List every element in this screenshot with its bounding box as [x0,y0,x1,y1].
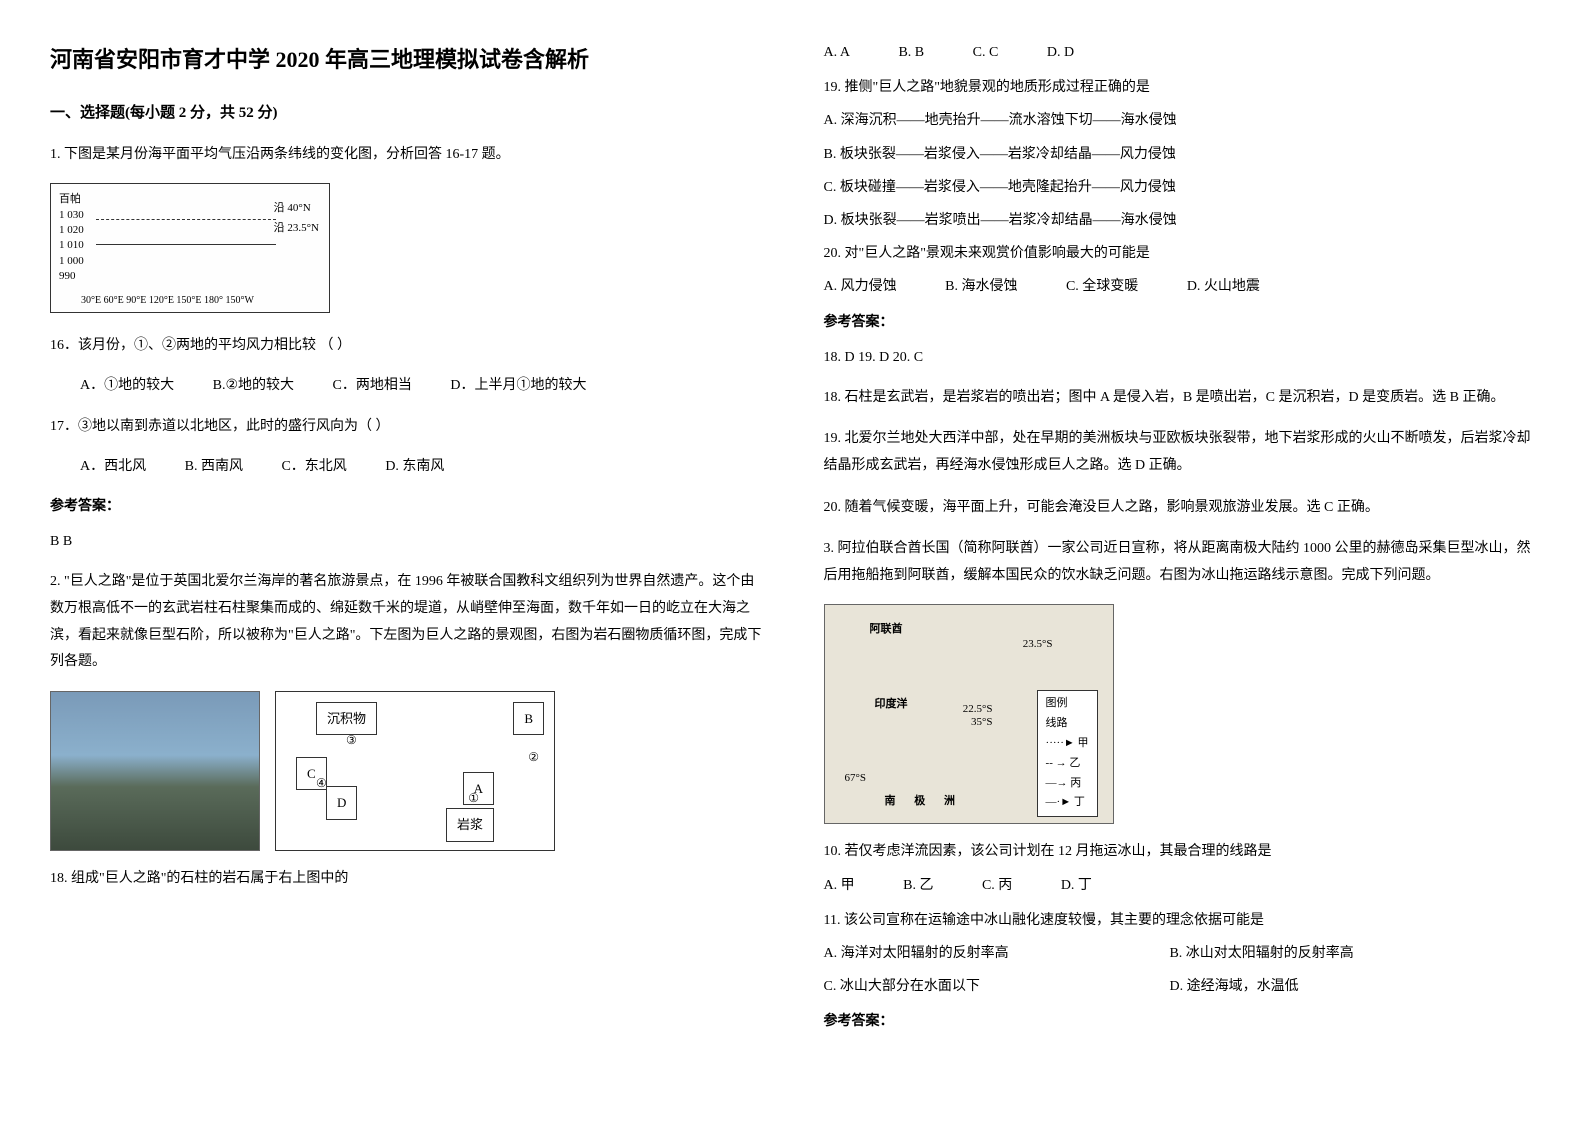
y-tick: 1 030 [59,208,84,223]
map-lat: 35°S [971,713,993,733]
legend-item: 沿 23.5°N [274,219,319,239]
q20-exp: 20. 随着气候变暖，海平面上升，可能会淹没巨人之路，影响景观旅游业发展。选 C… [824,495,1538,522]
left-column: 河南省安阳市育才中学 2020 年高三地理模拟试卷含解析 一、选择题(每小题 2… [50,40,764,1045]
y-tick: 1 020 [59,223,84,238]
iceberg-route-map: 阿联酋 23.5°S 印度洋 图例 线路 ·····► 甲 -- → 乙 —→ … [824,604,1114,824]
diagram-label: ② [528,747,539,769]
q11-row2: C. 冰山大部分在水面以下 D. 途经海域，水温低 [824,974,1538,999]
option: A．西北风 [80,454,146,479]
q18-exp: 18. 石柱是玄武岩，是岩浆岩的喷出岩；图中 A 是侵入岩，B 是喷出岩，C 是… [824,385,1538,412]
map-lat: 67°S [845,769,867,789]
map-label: 阿联酋 [870,620,903,640]
page-container: 河南省安阳市育才中学 2020 年高三地理模拟试卷含解析 一、选择题(每小题 2… [50,40,1537,1045]
chart-line-solid [96,244,276,245]
option: D．上半月①地的较大 [450,373,586,398]
q18-text: 18. 组成"巨人之路"的石柱的岩石属于右上图中的 [50,866,764,891]
q19-optA: A. 深海沉积——地壳抬升——流水溶蚀下切——海水侵蚀 [824,108,1538,133]
q17-text: 17．③地以南到赤道以北地区，此时的盛行风向为（ ） [50,414,764,439]
map-legend-box: 图例 线路 ·····► 甲 -- → 乙 —→ 丙 —·► 丁 [1037,690,1098,817]
option: A. 风力侵蚀 [824,274,897,299]
right-column: A. A B. B C. C D. D 19. 推侧"巨人之路"地貌景观的地质形… [824,40,1538,1045]
legend-title: 图例 [1046,694,1089,714]
q2-intro: 2. "巨人之路"是位于英国北爱尔兰海岸的著名旅游景点，在 1996 年被联合国… [50,569,764,675]
diagram-box: 岩浆 [446,808,494,841]
map-label: 印度洋 [875,695,908,715]
legend-route: ·····► 甲 [1046,734,1089,754]
option: D. 东南风 [385,454,444,479]
q2-answers: 18. D 19. D 20. C [824,345,1538,370]
option: B. 西南风 [185,454,243,479]
option: C. 全球变暖 [1066,274,1138,299]
option: D. 途经海域，水温低 [1169,974,1298,999]
option: A. A [824,40,850,65]
q1-intro: 1. 下图是某月份海平面平均气压沿两条纬线的变化图，分析回答 16-17 题。 [50,142,764,169]
option: C．东北风 [281,454,346,479]
q19-optC: C. 板块碰撞——岩浆侵入——地壳隆起抬升——风力侵蚀 [824,175,1538,200]
option: B. 冰山对太阳辐射的反射率高 [1169,941,1353,966]
q16-text: 16．该月份，①、②两地的平均风力相比较 （ ） [50,333,764,358]
option: C. C [973,40,999,65]
answer-label: 参考答案： [824,1009,1538,1034]
option: B.②地的较大 [213,373,294,398]
option: A. 海洋对太阳辐射的反射率高 [824,941,1166,966]
option: C. 丙 [982,873,1012,898]
option: B. 海水侵蚀 [945,274,1017,299]
q3-intro: 3. 阿拉伯联合酋长国（简称阿联酋）一家公司近日宣称，将从距离南极大陆约 100… [824,536,1538,589]
chart-legend: 沿 40°N 沿 23.5°N [274,199,319,239]
giants-causeway-photo [50,691,260,851]
q20-text: 20. 对"巨人之路"景观未来观赏价值影响最大的可能是 [824,241,1538,266]
y-tick: 1 000 [59,254,84,269]
y-tick: 990 [59,269,84,284]
q19-exp: 19. 北爱尔兰地处大西洋中部，处在早期的美洲板块与亚欧板块张裂带，地下岩浆形成… [824,426,1538,479]
q19-optD: D. 板块张裂——岩浆喷出——岩浆冷却结晶——海水侵蚀 [824,208,1538,233]
q10-text: 10. 若仅考虑洋流因素，该公司计划在 12 月拖运冰山，其最合理的线路是 [824,839,1538,864]
q10-options: A. 甲 B. 乙 C. 丙 D. 丁 [824,873,1538,898]
chart-line-dashed [96,219,276,220]
rock-cycle-diagram: 沉积物 B C A D 岩浆 ③ ② ④ ① [275,691,555,851]
option: A. 甲 [824,873,855,898]
option: D. 火山地震 [1187,274,1260,299]
q20-options: A. 风力侵蚀 B. 海水侵蚀 C. 全球变暖 D. 火山地震 [824,274,1538,299]
diagram-label: ③ [346,730,357,752]
map-label: 南 极 洲 [885,792,964,812]
legend-route: —·► 丁 [1046,793,1089,813]
legend-item: 线路 [1046,714,1089,734]
option: C. 冰山大部分在水面以下 [824,974,1166,999]
answer-label: 参考答案： [824,310,1538,335]
q18-options: A. A B. B C. C D. D [824,40,1538,65]
diagram-label: ④ [316,773,327,795]
legend-route: —→ 丙 [1046,774,1089,794]
option: C．两地相当 [333,373,412,398]
q1-answer: B B [50,529,764,554]
answer-label: 参考答案： [50,494,764,519]
y-label: 百帕 [59,192,84,207]
section-header: 一、选择题(每小题 2 分，共 52 分) [50,100,764,127]
option: B. B [898,40,924,65]
q16-options: A．①地的较大 B.②地的较大 C．两地相当 D．上半月①地的较大 [50,373,764,398]
chart-x-axis: 30°E 60°E 90°E 120°E 150°E 180° 150°W [81,292,254,310]
q19-text: 19. 推侧"巨人之路"地貌景观的地质形成过程正确的是 [824,75,1538,100]
pressure-chart: 百帕 1 030 1 020 1 010 1 000 990 沿 40°N 沿 … [50,183,330,313]
option: D. 丁 [1061,873,1092,898]
y-tick: 1 010 [59,238,84,253]
legend-item: 沿 40°N [274,199,319,219]
map-lat: 23.5°S [1023,635,1053,655]
option: A．①地的较大 [80,373,174,398]
diagram-box: D [326,786,357,819]
option: D. D [1047,40,1074,65]
q19-optB: B. 板块张裂——岩浆侵入——岩浆冷却结晶——风力侵蚀 [824,142,1538,167]
image-row: 沉积物 B C A D 岩浆 ③ ② ④ ① [50,691,764,851]
option: B. 乙 [903,873,933,898]
legend-route: -- → 乙 [1046,754,1089,774]
q11-text: 11. 该公司宣称在运输途中冰山融化速度较慢，其主要的理念依据可能是 [824,908,1538,933]
main-title: 河南省安阳市育才中学 2020 年高三地理模拟试卷含解析 [50,40,764,80]
diagram-label: ① [468,788,479,810]
chart-y-axis: 百帕 1 030 1 020 1 010 1 000 990 [59,192,84,284]
diagram-box: B [513,702,544,735]
q17-options: A．西北风 B. 西南风 C．东北风 D. 东南风 [50,454,764,479]
q11-row1: A. 海洋对太阳辐射的反射率高 B. 冰山对太阳辐射的反射率高 [824,941,1538,966]
